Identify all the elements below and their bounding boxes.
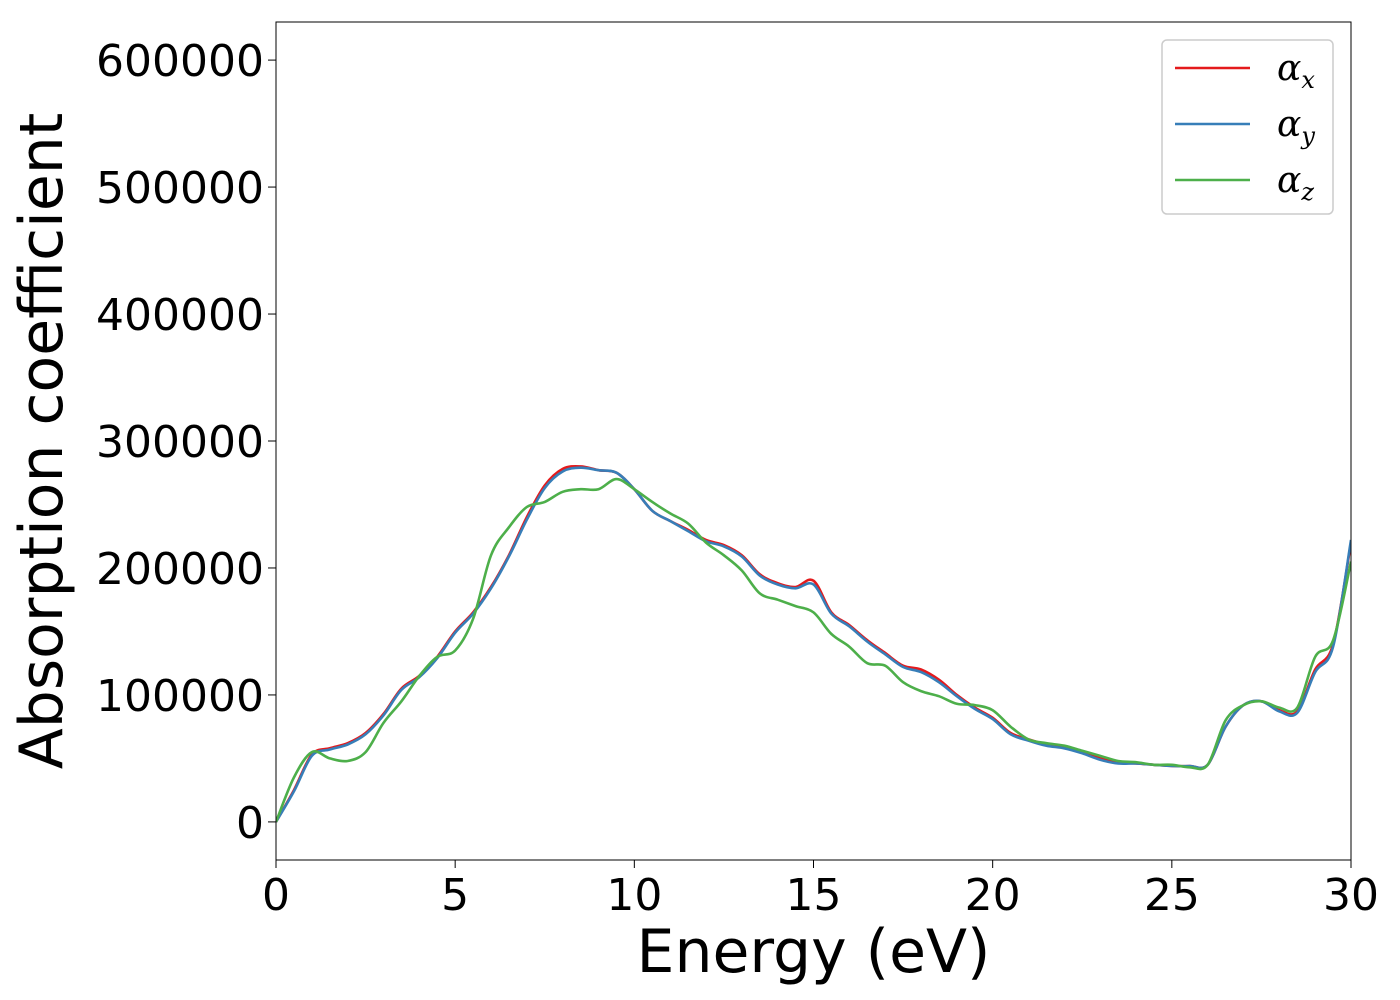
y-tick-label: 600000	[96, 36, 264, 87]
x-tick-label: 10	[606, 870, 662, 921]
legend: αx αy αz	[1161, 39, 1334, 215]
x-axis-title: Energy (eV)	[637, 917, 991, 987]
x-tick-label: 30	[1323, 870, 1379, 921]
y-axis-title: Absorption coefficient	[7, 113, 77, 770]
legend-label-alpha-z: αz	[1277, 160, 1314, 206]
y-tick-label: 400000	[96, 290, 264, 341]
y-tick-label: 100000	[96, 671, 264, 722]
y-axis: 0 100000 200000 300000 400000 500000 600000	[96, 36, 276, 849]
y-tick-label: 500000	[96, 163, 264, 214]
series-line-alpha-y	[276, 466, 1351, 823]
x-axis: 0 5 10 15 20 25 30	[262, 860, 1379, 921]
x-tick-label: 20	[965, 870, 1021, 921]
legend-label-alpha-y: αy	[1277, 104, 1315, 150]
y-tick-label: 200000	[96, 544, 264, 595]
x-tick-label: 0	[262, 870, 290, 921]
series-line-alpha-z	[276, 477, 1351, 823]
x-tick-label: 5	[441, 870, 469, 921]
x-tick-label: 15	[786, 870, 842, 921]
series-layer	[276, 464, 1351, 823]
y-tick-label: 0	[236, 798, 264, 849]
legend-label-alpha-x: αx	[1277, 48, 1315, 94]
x-tick-label: 25	[1144, 870, 1200, 921]
legend-box	[1161, 39, 1334, 215]
y-tick-label: 300000	[96, 417, 264, 468]
